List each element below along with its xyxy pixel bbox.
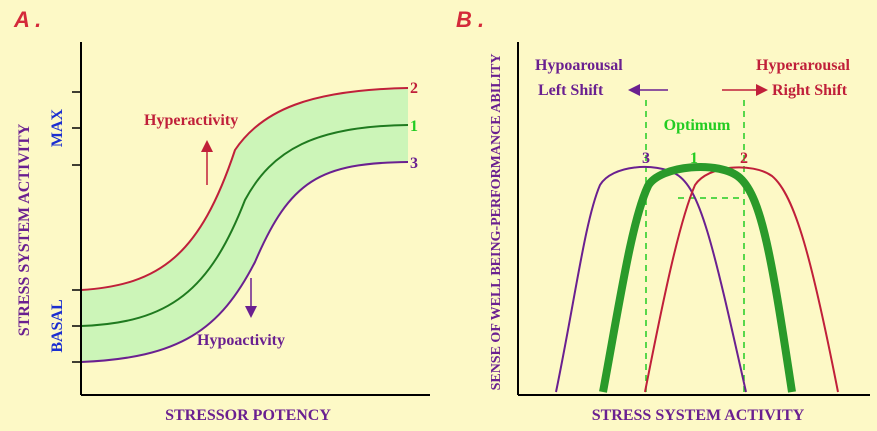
curve-label-1: 1 (410, 118, 418, 135)
curve-3-hypo (80, 161, 409, 363)
panel-a: A . STRESS SYSTEM ACTIVITY MAX BASAL STR… (13, 7, 430, 424)
panel-b-letter: B . (456, 7, 484, 32)
curve-label-2: 2 (410, 80, 418, 97)
panel-a-y-axis-label: STRESS SYSTEM ACTIVITY (16, 123, 33, 336)
curve-b-label-1: 1 (690, 150, 698, 167)
curve-1-normal (80, 124, 409, 327)
curve-b-label-2: 2 (740, 150, 748, 167)
curve-label-3: 3 (410, 155, 418, 172)
basal-label: BASAL (49, 299, 66, 352)
curve-3-left-shift (555, 165, 747, 393)
curve-2-right-shift (644, 166, 839, 393)
hyperarousal-label: Hyperarousal (756, 57, 850, 74)
hypoarousal-label: Hypoarousal (535, 57, 623, 74)
panel-a-x-axis-label: STRESSOR POTENCY (165, 407, 331, 424)
panel-a-y-ticks (72, 91, 81, 363)
curve-b-label-3: 3 (642, 150, 650, 167)
panel-b: B . SENSE OF WELL BEING-PERFORMANCE ABIL… (456, 7, 870, 424)
max-label: MAX (49, 108, 66, 147)
curve-1-optimal (599, 163, 796, 393)
hypoactivity-label: Hypoactivity (197, 332, 285, 349)
left-shift-label: Left Shift (538, 82, 604, 99)
hyperactivity-label: Hyperactivity (144, 112, 238, 129)
curve-2-hyper (80, 87, 409, 291)
panel-a-letter: A . (13, 7, 41, 32)
panel-b-y-axis-label: SENSE OF WELL BEING-PERFORMANCE ABILITY (489, 54, 504, 391)
right-shift-label: Right Shift (772, 82, 848, 99)
panel-b-x-axis-label: STRESS SYSTEM ACTIVITY (592, 407, 805, 424)
optimum-label: Optimum (664, 117, 731, 134)
optimum-region (645, 100, 745, 392)
response-range-band (81, 88, 408, 362)
